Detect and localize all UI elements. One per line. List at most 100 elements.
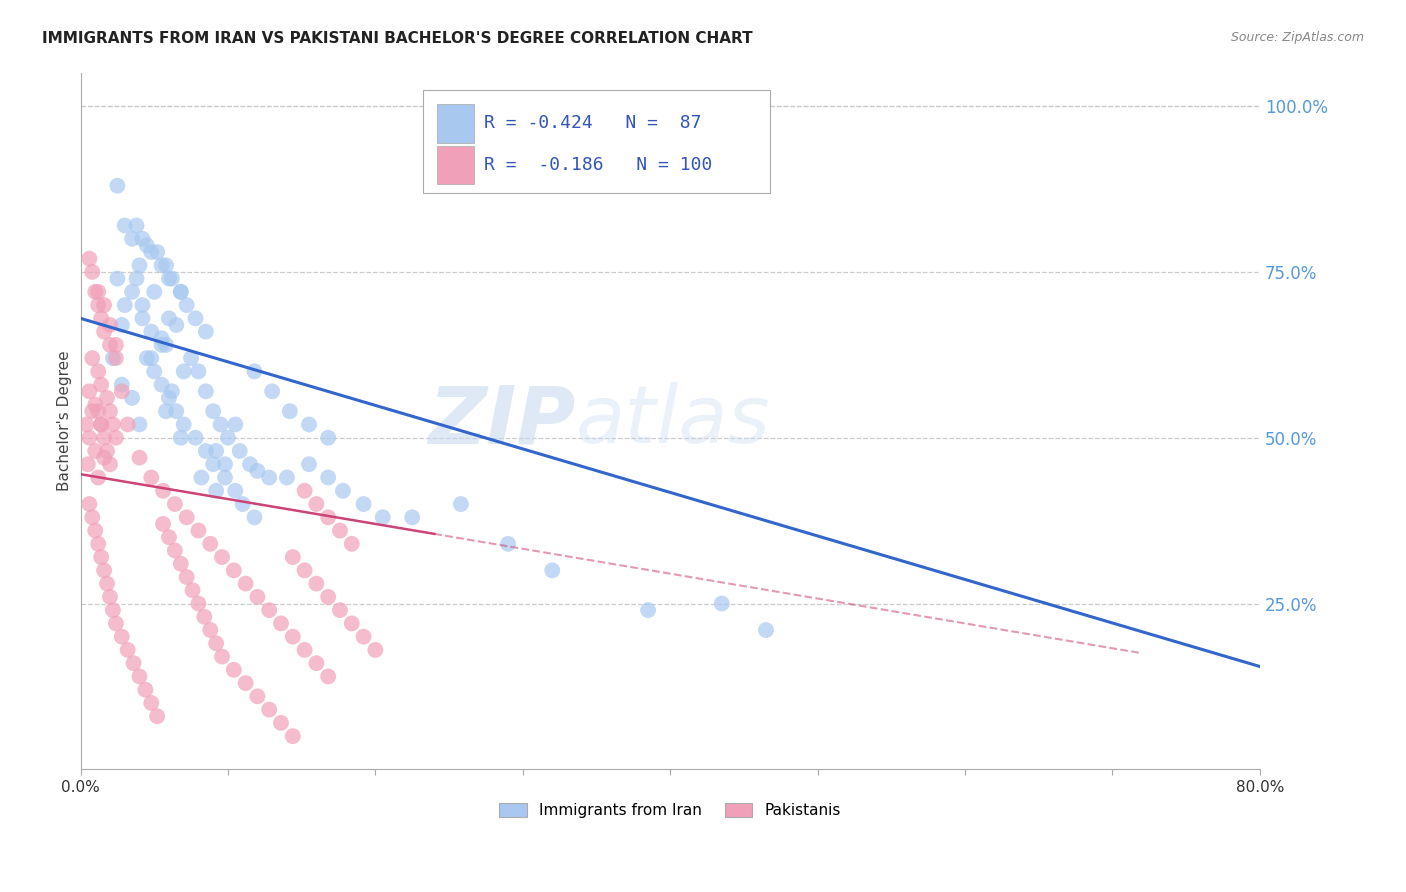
Point <box>176 570 198 584</box>
Point <box>157 530 180 544</box>
Point <box>131 232 153 246</box>
Point <box>276 470 298 484</box>
Point <box>128 669 150 683</box>
Point <box>187 597 209 611</box>
Point <box>170 285 193 299</box>
Point <box>141 245 163 260</box>
Point <box>305 656 328 670</box>
Point <box>111 318 134 332</box>
Point <box>294 563 316 577</box>
Point <box>202 404 225 418</box>
Point <box>202 457 225 471</box>
Point <box>257 470 280 484</box>
Point <box>98 338 121 352</box>
Point <box>262 384 284 399</box>
Point <box>150 258 173 272</box>
Point <box>87 470 110 484</box>
Point <box>190 470 212 484</box>
Point <box>101 351 124 366</box>
Point <box>96 576 118 591</box>
Point <box>104 338 127 352</box>
Point <box>135 351 157 366</box>
Point <box>316 590 339 604</box>
Point <box>173 364 195 378</box>
Point <box>128 417 150 432</box>
Point <box>160 384 183 399</box>
Point <box>180 351 202 366</box>
Point <box>157 271 180 285</box>
Point <box>173 417 195 432</box>
Point <box>235 676 257 690</box>
Point <box>96 391 118 405</box>
Point <box>755 623 778 637</box>
Point <box>184 431 207 445</box>
Point <box>214 470 236 484</box>
Point <box>79 431 101 445</box>
Point <box>165 404 187 418</box>
Point <box>98 457 121 471</box>
Text: R = -0.424   N =  87: R = -0.424 N = 87 <box>484 114 702 132</box>
Point <box>131 298 153 312</box>
Point <box>104 351 127 366</box>
Point <box>121 391 143 405</box>
Point <box>205 444 228 458</box>
Point <box>209 417 232 432</box>
Point <box>93 450 115 465</box>
Point <box>84 398 107 412</box>
Point <box>93 298 115 312</box>
Point <box>163 497 186 511</box>
Point <box>105 178 128 193</box>
Point <box>98 590 121 604</box>
Point <box>152 516 174 531</box>
Point <box>87 537 110 551</box>
Point <box>77 457 100 471</box>
Point <box>340 616 363 631</box>
Point <box>194 325 217 339</box>
Point <box>205 483 228 498</box>
Point <box>111 384 134 399</box>
Point <box>229 444 252 458</box>
Point <box>134 682 156 697</box>
Point <box>246 690 269 704</box>
Point <box>114 219 136 233</box>
Point <box>122 656 145 670</box>
FancyBboxPatch shape <box>437 146 474 185</box>
Point <box>96 444 118 458</box>
Point <box>200 537 222 551</box>
Point <box>217 431 239 445</box>
Point <box>93 325 115 339</box>
Y-axis label: Bachelor's Degree: Bachelor's Degree <box>58 351 72 491</box>
Point <box>75 417 97 432</box>
Point <box>141 325 163 339</box>
Point <box>135 238 157 252</box>
Point <box>128 450 150 465</box>
Point <box>101 603 124 617</box>
Point <box>87 298 110 312</box>
Point <box>205 636 228 650</box>
Point <box>165 318 187 332</box>
Point <box>332 483 354 498</box>
Point <box>298 457 321 471</box>
Point <box>87 404 110 418</box>
Point <box>214 457 236 471</box>
Point <box>541 563 564 577</box>
Point <box>294 483 316 498</box>
Point <box>281 729 304 743</box>
Point <box>82 510 104 524</box>
Point <box>93 431 115 445</box>
Point <box>157 311 180 326</box>
Point <box>176 510 198 524</box>
Legend: Immigrants from Iran, Pakistanis: Immigrants from Iran, Pakistanis <box>494 797 846 824</box>
Point <box>152 483 174 498</box>
Point <box>257 703 280 717</box>
Point <box>150 377 173 392</box>
Point <box>340 537 363 551</box>
Point <box>121 285 143 299</box>
Point <box>143 364 166 378</box>
Point <box>90 311 112 326</box>
Point <box>243 510 266 524</box>
Point <box>98 318 121 332</box>
Point <box>316 470 339 484</box>
Point <box>294 643 316 657</box>
Point <box>496 537 519 551</box>
